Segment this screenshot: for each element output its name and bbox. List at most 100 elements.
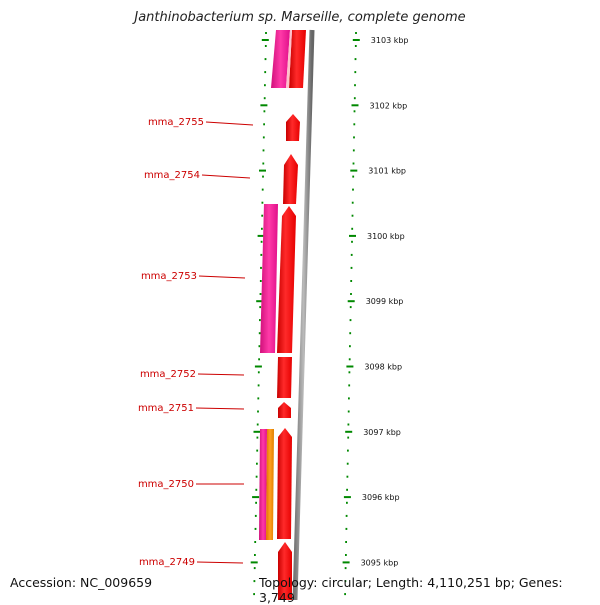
- ruler-dot: [262, 175, 264, 178]
- ruler-major-tick: [256, 300, 264, 303]
- ruler-dot: [262, 149, 265, 152]
- ruler-dot: [254, 514, 257, 517]
- gene-arrow-mma_2753[interactable]: [277, 206, 296, 353]
- ruler-dot: [348, 397, 350, 400]
- ruler-major-tick: [350, 169, 358, 172]
- ruler-dot: [346, 488, 348, 491]
- ruler-dot: [262, 136, 265, 139]
- kbp-label: 3097 kbp: [363, 428, 401, 437]
- topology-text: Topology: circular; Length: 4,110,251 bp…: [259, 575, 563, 605]
- ruler-major-tick: [253, 430, 261, 433]
- ruler-dot: [350, 266, 353, 269]
- ruler-dot: [351, 227, 354, 230]
- ruler-dot: [259, 319, 261, 322]
- leader-line: [196, 561, 244, 564]
- gene-label[interactable]: mma_2755: [148, 117, 204, 128]
- ruler-dot: [264, 71, 267, 74]
- gene-labels: mma_2755 mma_2754 mma_2753 mma_2752 mma_…: [138, 117, 254, 568]
- gene-feature-top-red[interactable]: [289, 30, 306, 88]
- ruler-dot: [352, 149, 355, 152]
- ruler-major-tick: [257, 234, 265, 237]
- ruler-dot: [351, 240, 353, 243]
- gene-label[interactable]: mma_2753: [141, 271, 197, 282]
- gene-arrow-mma_2750[interactable]: [277, 428, 292, 539]
- gene-label[interactable]: mma_2750: [138, 479, 194, 490]
- ruler-dot: [350, 253, 353, 256]
- ruler-dot: [353, 136, 355, 139]
- ruler-major-tick: [347, 300, 355, 303]
- leader-line: [197, 373, 245, 376]
- kbp-label: 3099 kbp: [366, 297, 404, 306]
- ruler-dot: [260, 240, 263, 243]
- ruler-dot: [253, 593, 255, 596]
- gene-feature-mma_2750-pink[interactable]: [259, 429, 267, 540]
- gene-feature-top-pale: [286, 30, 292, 88]
- ruler-dot: [253, 580, 256, 583]
- chromosome-backbone-inner: [299, 29, 318, 600]
- ruler-dot: [347, 423, 350, 426]
- ruler-dot: [347, 449, 349, 452]
- gene-features: [259, 30, 306, 600]
- ruler-dot: [257, 410, 259, 413]
- ruler-major-tick: [351, 104, 359, 107]
- ruler-dot: [256, 449, 259, 452]
- gene-arrow-mma_2749[interactable]: [278, 542, 292, 600]
- ruler-dot: [262, 162, 265, 165]
- ruler-dot: [259, 293, 262, 295]
- ruler-dot: [256, 423, 259, 426]
- ruler-dot: [263, 123, 265, 126]
- ruler-dot: [353, 97, 356, 100]
- ruler-dot: [259, 280, 262, 282]
- ruler-major-tick: [252, 496, 260, 499]
- ruler-dot: [345, 554, 347, 556]
- ruler-dot: [354, 58, 357, 61]
- gene-arrow-mma_2752[interactable]: [277, 357, 292, 398]
- ruler-dot: [261, 201, 264, 204]
- gene-feature-top-pink[interactable]: [271, 30, 290, 88]
- ruler-dot: [258, 358, 260, 361]
- gene-label[interactable]: mma_2749: [139, 557, 195, 568]
- ruler-dot: [255, 488, 258, 491]
- kbp-label: 3095 kbp: [361, 558, 399, 567]
- ruler-dot: [349, 332, 352, 335]
- ruler-dot: [349, 345, 351, 348]
- ruler-major-tick: [261, 39, 269, 41]
- gene-arrow-mma_2751[interactable]: [278, 402, 291, 418]
- kbp-label: 3100 kbp: [367, 232, 405, 241]
- accession-text: Accession: NC_009659: [10, 575, 153, 590]
- ruler-dot: [258, 345, 261, 348]
- ruler-dot: [346, 462, 349, 465]
- gene-label[interactable]: mma_2754: [144, 170, 200, 181]
- ruler-dot: [260, 266, 262, 269]
- ruler-dot: [261, 227, 263, 230]
- ruler-dot: [254, 554, 256, 556]
- ruler-dot: [352, 175, 355, 178]
- ruler-major-tick: [250, 561, 258, 564]
- ruler-dot: [256, 436, 259, 439]
- ruler-dot: [350, 293, 352, 295]
- ruler-major-tick: [352, 39, 360, 41]
- gene-arrow-mma_2755[interactable]: [286, 114, 300, 141]
- ruler-dot: [264, 58, 267, 61]
- ruler-dot: [350, 280, 353, 282]
- ruler-dot: [349, 306, 352, 309]
- kbp-label: 3103 kbp: [371, 36, 409, 45]
- gene-arrow-mma_2754[interactable]: [283, 154, 298, 204]
- ruler-dot: [345, 541, 347, 543]
- leader-line: [205, 121, 254, 126]
- ruler-dot: [265, 32, 267, 34]
- ruler-dot: [263, 97, 266, 100]
- ruler-major-tick: [259, 169, 266, 172]
- map-title: Janthinobacterium sp. Marseille, complet…: [134, 10, 466, 25]
- ruler-dot: [344, 567, 347, 570]
- kbp-label: 3101 kbp: [368, 167, 406, 176]
- ruler-dot: [264, 45, 267, 47]
- ruler-dot: [348, 384, 351, 387]
- gene-label[interactable]: mma_2752: [140, 369, 196, 380]
- gene-feature-mma_2750-orange[interactable]: [266, 429, 274, 540]
- ruler-dot: [258, 332, 261, 335]
- ruler-dot: [353, 123, 356, 126]
- gene-label[interactable]: mma_2751: [138, 403, 194, 414]
- gene-feature-mma_2753-pink[interactable]: [260, 204, 278, 353]
- ruler-left: [250, 32, 269, 596]
